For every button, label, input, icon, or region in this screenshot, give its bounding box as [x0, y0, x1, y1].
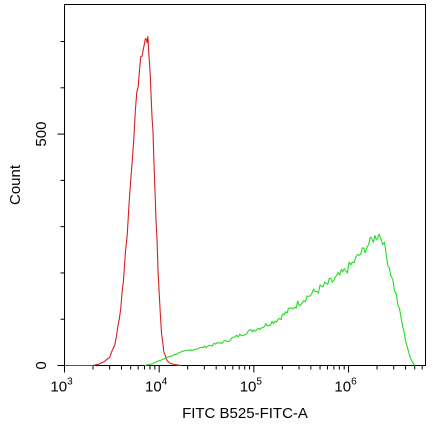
x-axis-ticks: 103 104 105 106 — [50, 365, 423, 396]
x-tick-label: 104 — [145, 377, 168, 396]
series-layer — [64, 36, 416, 367]
y-tick-label: 500 — [33, 122, 50, 147]
x-tick-label: 105 — [240, 377, 263, 396]
plot-frame — [64, 4, 426, 366]
histogram-series-2 — [144, 233, 416, 367]
y-axis-label: Count — [7, 164, 24, 205]
x-tick-label: 106 — [334, 377, 357, 396]
x-axis-label: FITC B525-FITC-A — [182, 405, 308, 422]
y-tick-label: 0 — [33, 361, 50, 369]
y-axis-ticks: 0 500 — [33, 41, 65, 370]
histogram-series-1 — [64, 36, 182, 367]
x-tick-label: 103 — [50, 377, 73, 396]
